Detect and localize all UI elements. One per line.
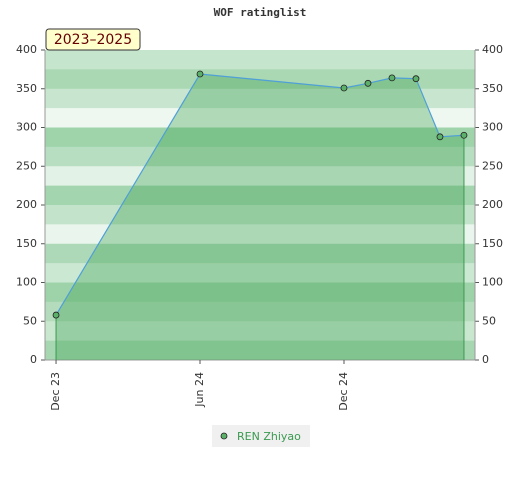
background-band: [45, 166, 475, 187]
data-point: [388, 74, 396, 82]
y-tick-label: 350: [16, 82, 37, 95]
background-band: [45, 185, 475, 206]
data-point: [460, 131, 468, 139]
period-box: [45, 28, 141, 51]
y-tick-label: 0: [30, 353, 37, 366]
y2-tick-label: 100: [482, 276, 503, 289]
y2-tick-label: 250: [482, 159, 503, 172]
background-band: [45, 243, 475, 264]
background-band: [45, 146, 475, 167]
legend-marker: [220, 432, 228, 440]
period-label: 2023–2025: [54, 32, 132, 48]
background-band: [45, 127, 475, 148]
series-line: [55, 73, 465, 316]
background-band: [45, 321, 475, 342]
y2-tick-label: 350: [482, 82, 503, 95]
background-band: [45, 282, 475, 303]
y2-tick-label: 400: [482, 43, 503, 56]
y2-tick-label: 300: [482, 121, 503, 134]
background-band: [45, 340, 475, 361]
x-tick-label: Dec 24: [337, 372, 350, 411]
area-fill: [56, 74, 464, 361]
y2-tick-label: 200: [482, 198, 503, 211]
y2-tick-label: 0: [482, 353, 489, 366]
data-point: [436, 133, 444, 141]
background-band: [45, 108, 475, 128]
background-band: [45, 263, 475, 283]
background-band: [45, 224, 475, 245]
y-tick-label: 50: [23, 314, 37, 327]
y2-tick-label: 50: [482, 314, 496, 327]
y-tick-label: 100: [16, 276, 37, 289]
chart-title: WOF ratinglist: [214, 6, 307, 19]
data-point: [340, 84, 348, 92]
y2-tick-label: 150: [482, 237, 503, 250]
x-tick-label: Jun 24: [193, 372, 206, 408]
y-tick-label: 250: [16, 159, 37, 172]
legend-label: REN Zhiyao: [237, 430, 301, 443]
background-band: [45, 205, 475, 225]
data-point: [412, 75, 420, 83]
legend-box: [212, 425, 310, 447]
y-tick-label: 150: [16, 237, 37, 250]
y-tick-label: 200: [16, 198, 37, 211]
background-band: [45, 88, 475, 109]
data-point: [364, 79, 372, 87]
data-point: [196, 70, 204, 78]
background-band: [45, 50, 475, 70]
y-tick-label: 300: [16, 121, 37, 134]
data-point: [52, 311, 60, 319]
x-tick-label: Dec 23: [49, 372, 62, 411]
background-band: [45, 301, 475, 322]
y-tick-label: 400: [16, 43, 37, 56]
